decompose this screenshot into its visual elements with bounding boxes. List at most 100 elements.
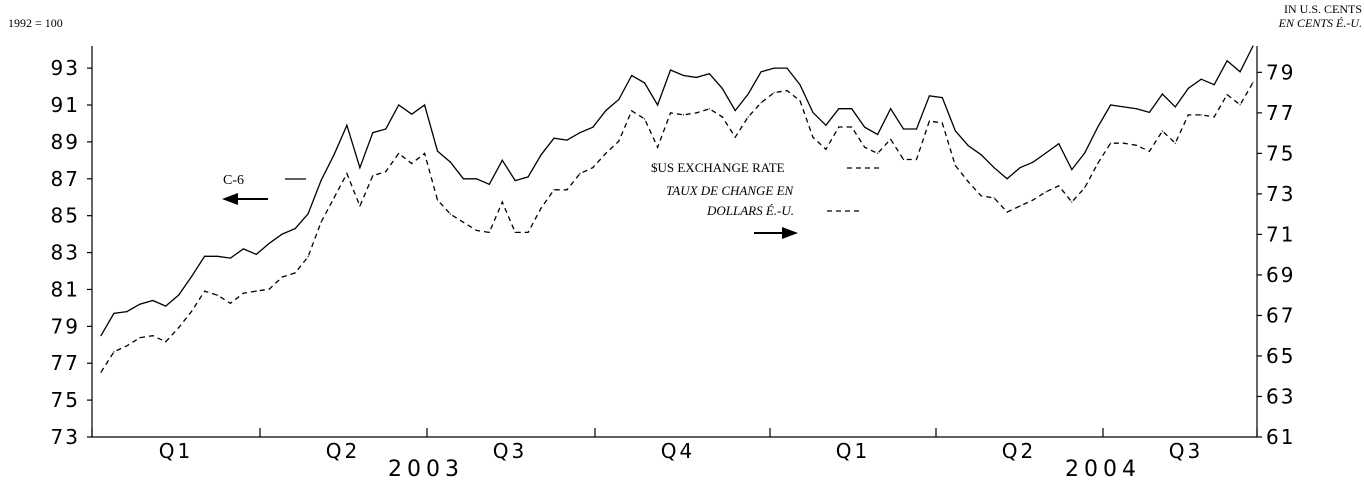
c6-point <box>398 104 400 106</box>
c6-point <box>1084 152 1086 154</box>
exchange-rate-point <box>669 112 672 114</box>
exchange-rate-point <box>346 173 348 175</box>
c6-point <box>1252 45 1254 47</box>
exchange-rate-point <box>359 205 361 207</box>
c6-point <box>527 176 529 178</box>
left-tick-label: 87 <box>51 167 80 191</box>
exchange-rate-point <box>126 345 128 347</box>
c6-point <box>721 87 723 89</box>
exchange-rate-point <box>1187 114 1189 116</box>
quarter-label-3: Q3 <box>493 439 527 463</box>
exchange-rate-point <box>113 351 115 353</box>
right-tick-label: 75 <box>1266 141 1295 165</box>
exchange-rate-point <box>475 229 477 231</box>
c6-point <box>644 82 646 84</box>
right-tick-label: 61 <box>1266 425 1295 449</box>
c6-point <box>618 98 620 101</box>
c6-point <box>488 183 490 185</box>
left-axis-unit-label: 1992 = 100 <box>8 16 63 30</box>
c6-point <box>346 124 348 126</box>
exchange-rate-point <box>152 335 154 337</box>
c6-point <box>152 299 154 302</box>
exchange-rate-point <box>1200 114 1202 116</box>
c6-point <box>967 145 969 147</box>
right-tick-label: 67 <box>1266 303 1295 327</box>
c6-point <box>851 108 853 110</box>
c6-point <box>165 305 167 307</box>
c6-point <box>915 128 918 130</box>
c6-point <box>812 111 814 113</box>
c6-point <box>890 108 892 110</box>
right-arrowhead-icon <box>782 227 798 239</box>
c6-point <box>1226 60 1228 62</box>
exchange-rate-point <box>799 100 801 102</box>
exchange-rate-point <box>100 371 102 373</box>
exchange-rate-point <box>449 213 452 215</box>
right-tick-label: 73 <box>1266 182 1295 206</box>
year-label-2004: 2004 <box>1065 457 1141 480</box>
exchange-rate-point <box>1123 142 1125 144</box>
left-tick-label: 93 <box>51 56 80 80</box>
legend-exchange-label-fr-2: DOLLARS É.-U. <box>706 203 794 218</box>
exchange-rate-point <box>967 181 969 183</box>
exchange-rate-point <box>1058 185 1060 187</box>
left-tick-label: 85 <box>51 204 80 228</box>
c6-point <box>682 74 685 77</box>
c6-point <box>941 97 943 99</box>
exchange-rate-point <box>1174 142 1176 144</box>
legend-exchange-label-en: $US EXCHANGE RATE <box>651 160 785 175</box>
left-axis-ticks: 73 75 77 79 81 83 85 87 89 91 93 <box>51 56 92 449</box>
c6-point <box>1200 78 1202 80</box>
c6-point <box>1097 126 1099 128</box>
quarter-label-1: Q1 <box>159 439 193 463</box>
c6-point <box>294 228 296 230</box>
exchange-rate-point <box>954 164 956 167</box>
exchange-rate-point <box>657 146 659 148</box>
c6-point <box>411 113 413 115</box>
exchange-rate-point <box>566 189 568 191</box>
left-tick-label: 91 <box>51 93 80 117</box>
right-tick-label: 77 <box>1266 101 1295 125</box>
exchange-rate-point <box>747 116 749 118</box>
exchange-rate-point <box>812 136 814 138</box>
c6-point <box>333 154 335 156</box>
c6-point <box>229 257 231 259</box>
c6-point <box>113 312 115 314</box>
exchange-rate-point <box>1213 116 1215 118</box>
c6-point <box>553 137 555 139</box>
c6-point <box>980 154 982 156</box>
c6-point <box>669 69 672 71</box>
c6-point <box>281 233 283 235</box>
c6-point <box>320 180 322 182</box>
c6-point <box>462 178 464 180</box>
c6-point <box>1187 87 1189 89</box>
exchange-rate-point <box>424 152 426 154</box>
exchange-rate-point <box>902 158 905 161</box>
c6-point <box>1032 161 1034 163</box>
c6-point <box>838 108 840 110</box>
exchange-rate-point <box>1226 94 1228 96</box>
c6-point <box>773 67 775 69</box>
c6-point <box>566 139 568 141</box>
exchange-rate-point <box>605 152 607 154</box>
c6-point <box>928 95 931 97</box>
c6-point <box>657 104 659 106</box>
exchange-rate-point <box>229 302 231 304</box>
left-tick-label: 79 <box>51 314 80 338</box>
exchange-rate-point <box>385 171 387 173</box>
exchange-rate-point <box>320 221 322 223</box>
exchange-rate-point <box>825 148 827 150</box>
exchange-rate-point <box>462 221 464 223</box>
exchange-rate-point <box>1239 104 1241 106</box>
quarter-label-2: Q2 <box>326 439 360 463</box>
exchange-rate-point <box>514 231 516 233</box>
c6-point <box>424 104 426 106</box>
c6-point <box>139 303 141 305</box>
exchange-rate-point <box>488 231 490 233</box>
exchange-rate-point <box>734 136 736 138</box>
exchange-rate-point <box>307 256 309 258</box>
c6-point <box>825 124 827 126</box>
exchange-rate-point <box>993 197 995 199</box>
c6-point <box>1213 84 1215 86</box>
exchange-rate-point <box>928 120 931 122</box>
